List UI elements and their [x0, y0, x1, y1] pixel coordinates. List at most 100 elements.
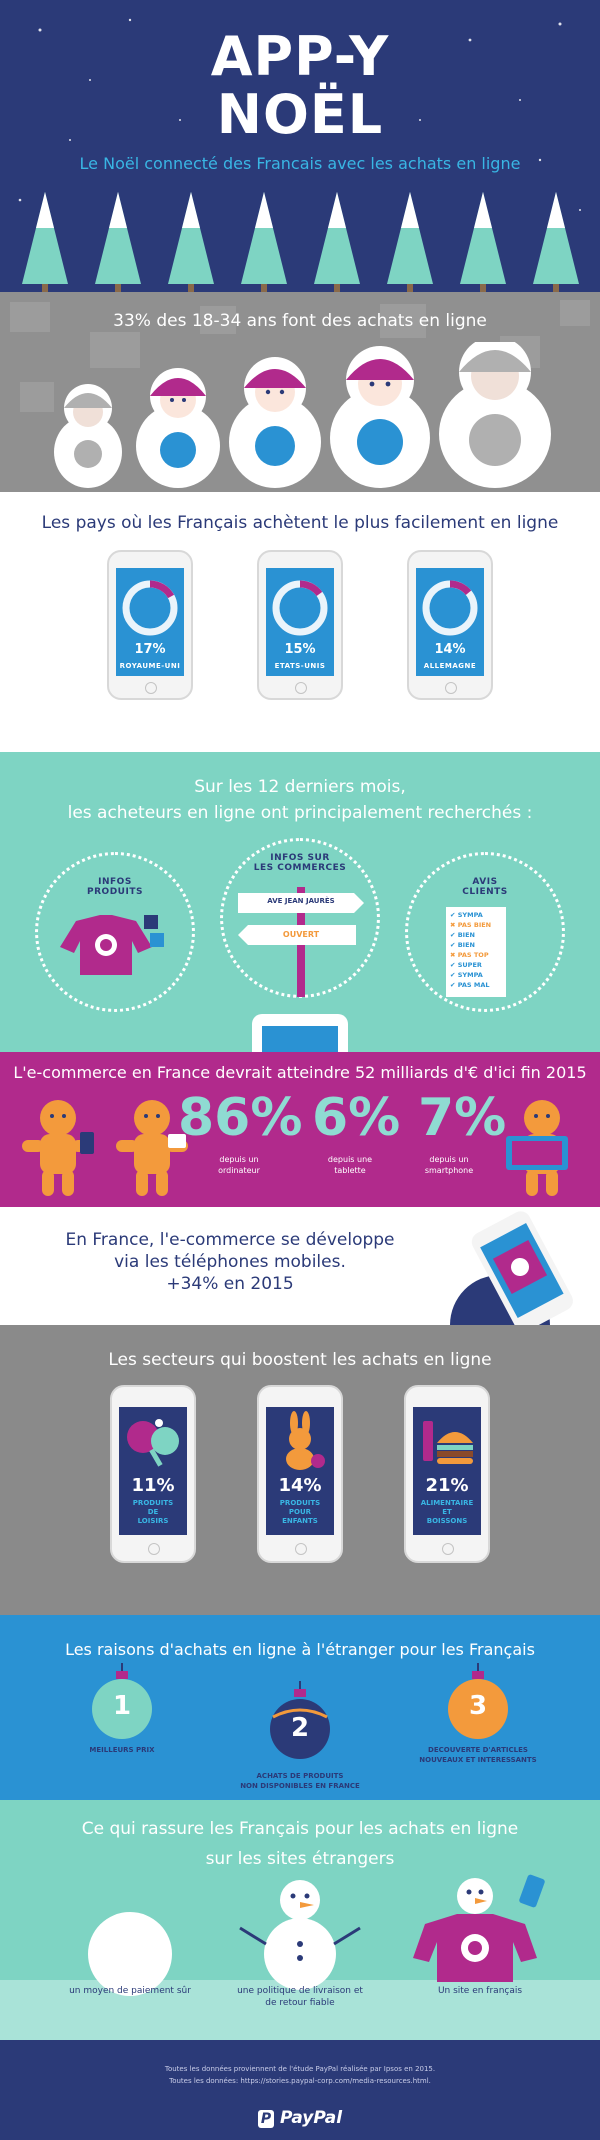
reason-label-line: DECOUVERTE D'ARTICLES [428, 1746, 528, 1754]
sector-label: PRODUITS POUR ENFANTS [266, 1499, 334, 1526]
home-button [295, 1543, 307, 1555]
reassure-section: Ce qui rassure les Français pour les ach… [0, 1800, 600, 2040]
country-label: ETATS-UNIS [274, 662, 326, 670]
check-icon: ✔ [450, 961, 458, 969]
review-text: BIEN [457, 931, 475, 939]
mobile-section: En France, l'e-commerce se développe via… [0, 1207, 600, 1325]
reason-label: ACHATS DE PRODUITS NON DISPONIBLES EN FR… [220, 1771, 380, 1791]
country-value: 15% [284, 642, 316, 657]
review-item: ✔ BIEN [450, 930, 502, 940]
countries-section: Les pays où les Français achètent le plu… [0, 492, 600, 752]
stat-computer-value: 86% [178, 1088, 303, 1148]
stat-computer-label: depuis un ordinateur [194, 1154, 284, 1176]
matryoshka-icon [330, 346, 430, 488]
phone-icon: 15% ETATS-UNIS [257, 550, 343, 700]
paypal-p-icon: P [257, 2110, 274, 2128]
paypal-wordmark: PayPal [279, 2108, 343, 2128]
tree-icon [533, 192, 579, 292]
sector-value: 21% [425, 1475, 469, 1496]
sector-card-enfants: 14% PRODUITS POUR ENFANTS [266, 1407, 334, 1535]
infos-commerces-title: INFOS SUR LES COMMERCES [235, 853, 365, 873]
open-sign: OUVERT [282, 930, 320, 939]
mobile-line-1: En France, l'e-commerce se développe [65, 1230, 395, 1250]
reassure-label: un moyen de paiement sûr [50, 1985, 210, 1997]
research-section: Sur les 12 derniers mois, les acheteurs … [0, 752, 600, 1052]
matryoshka-icon [54, 384, 122, 488]
review-item: ✔ SYMPA [450, 910, 502, 920]
phone-icon: 14% ALLEMAGNE [407, 550, 493, 700]
cross-icon: ✖ [450, 951, 458, 959]
stat-label-line: depuis un [219, 1155, 259, 1164]
home-button [148, 1543, 160, 1555]
tree-icon [314, 192, 360, 292]
ornament-icon [92, 1663, 152, 1739]
tree-icon [460, 192, 506, 292]
phone-icon: 11% PRODUITS DE LOISIRS [110, 1385, 196, 1563]
reasons-section: Les raisons d'achats en ligne à l'étrang… [0, 1615, 600, 1800]
gingerbread-icon [116, 1100, 188, 1196]
review-item: ✔ SYMPA [450, 970, 502, 980]
home-button [445, 682, 457, 694]
home-button [145, 682, 157, 694]
review-text: BIEN [457, 941, 475, 949]
tree-row [22, 192, 579, 292]
reasons-title: Les raisons d'achats en ligne à l'étrang… [65, 1640, 535, 1659]
sectors-section: Les secteurs qui boostent les achats en … [0, 1325, 600, 1615]
hand-phone-icon [450, 1211, 573, 1325]
reason-label-line: NOUVEAUX ET INTERESSANTS [419, 1756, 537, 1764]
check-icon: ✔ [450, 911, 458, 919]
ping-pong-icon [127, 1419, 179, 1467]
infos-commerces-line-1: INFOS SUR [270, 853, 330, 863]
sector-label-line: BOISSONS [426, 1517, 468, 1525]
country-label: ALLEMAGNE [423, 662, 477, 670]
sector-label-line: ENFANTS [282, 1517, 318, 1525]
ecommerce-section: L'e-commerce en France devrait atteindre… [0, 1052, 600, 1207]
stat-tablet-label: depuis une tablette [305, 1154, 395, 1176]
stat-smartphone-value: 7% [418, 1088, 507, 1148]
home-button [442, 1543, 454, 1555]
reason-label: DECOUVERTE D'ARTICLES NOUVEAUX ET INTERE… [403, 1745, 553, 1765]
country-label: ROYAUME-UNI [119, 662, 181, 670]
review-text: SYMPA [457, 911, 483, 919]
review-text: PAS MAL [457, 981, 490, 989]
country-card-us: 15% ETATS-UNIS [266, 568, 334, 676]
check-icon: ✔ [450, 981, 458, 989]
review-item: ✖ PAS TOP [450, 950, 502, 960]
review-list: ✔ SYMPA ✖ PAS BIEN ✔ BIEN ✔ BIEN ✖ PAS TOP ✔ … [450, 910, 502, 990]
research-title: Sur les 12 derniers mois, les acheteurs … [0, 774, 600, 826]
sector-label-line: DE [147, 1508, 159, 1516]
sector-label-line: ALIMENTAIRE [420, 1499, 474, 1507]
avis-line-1: AVIS [472, 877, 498, 887]
countries-title: Les pays où les Français achètent le plu… [41, 513, 559, 533]
ornament-icon [448, 1663, 508, 1739]
infos-produits-line-1: INFOS [98, 877, 132, 887]
source-line-1: Toutes les données proviennent de l'étud… [164, 2065, 436, 2073]
review-text: PAS TOP [457, 951, 489, 959]
review-item: ✖ PAS BIEN [450, 920, 502, 930]
research-title-line-2: les acheteurs en ligne ont principalemen… [67, 803, 533, 823]
street-sign: AVE JEAN JAURÈS [267, 897, 335, 905]
reassure-label-line: Un site en français [437, 1986, 523, 1996]
sweater-icon [60, 915, 164, 975]
tree-icon [241, 192, 287, 292]
reason-number: 2 [290, 1713, 310, 1743]
check-icon: ✔ [450, 971, 458, 979]
paypal-logo: P PayPal [0, 2108, 600, 2128]
research-title-line-1: Sur les 12 derniers mois, [194, 777, 406, 797]
sector-label-line: ET [442, 1508, 452, 1516]
sector-label: ALIMENTAIRE ET BOISSONS [413, 1499, 481, 1526]
reassure-title-line-1: Ce qui rassure les Français pour les ach… [81, 1819, 519, 1839]
stat-smartphone-label: depuis un smartphone [404, 1154, 494, 1176]
review-text: SYMPA [457, 971, 483, 979]
gingerbread-icon [506, 1100, 568, 1196]
source-line-2: Toutes les données: https://stories.payp… [169, 2077, 431, 2085]
progress-ring-uk [122, 580, 178, 636]
gingerbread-pair [22, 1100, 188, 1196]
sector-label: PRODUITS DE LOISIRS [119, 1499, 187, 1526]
snow-background [18, 18, 581, 211]
page-title: APP-Y NOËL [0, 28, 600, 144]
stat-label-line: smartphone [424, 1166, 474, 1175]
tree-icon [95, 192, 141, 292]
dolls-row [54, 342, 551, 488]
progress-ring-de [422, 580, 478, 636]
